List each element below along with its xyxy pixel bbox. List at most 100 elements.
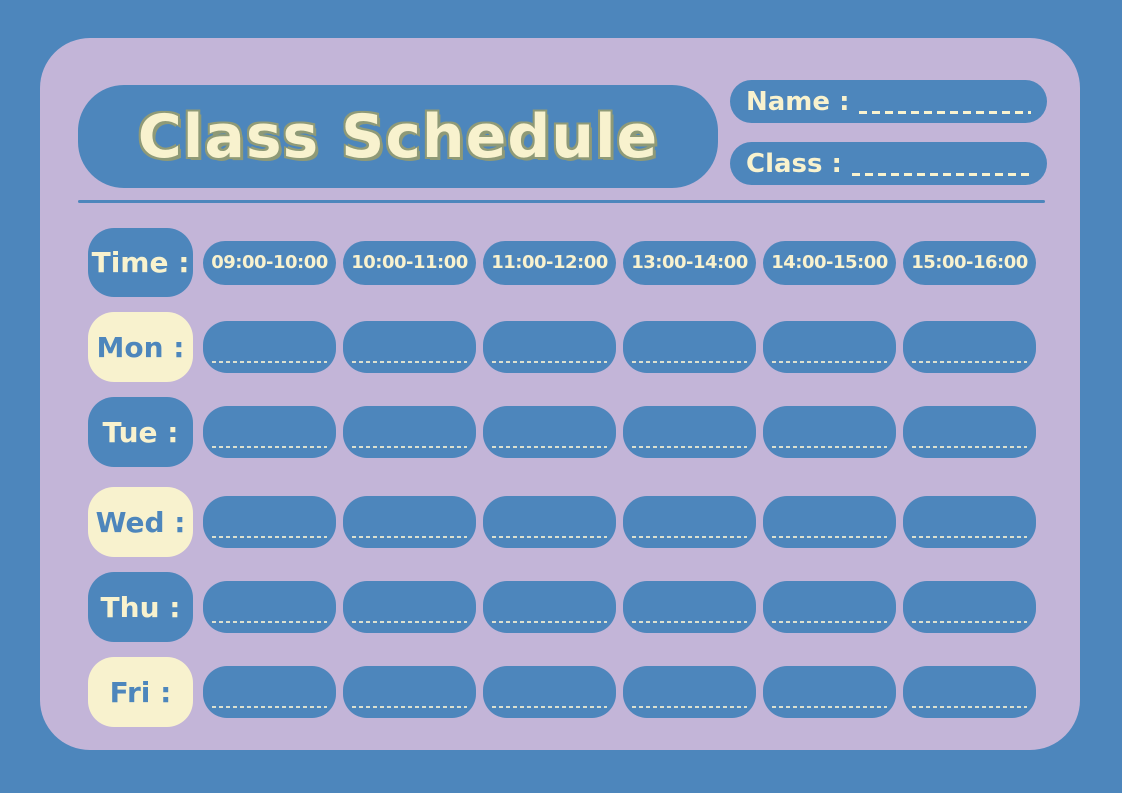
- day-label-thu: Thu :: [88, 572, 193, 642]
- day-row-fri: Fri :: [88, 657, 1036, 727]
- schedule-cell[interactable]: [483, 496, 616, 548]
- cell-write-line: [632, 446, 747, 448]
- schedule-cell[interactable]: [903, 406, 1036, 458]
- schedule-cell[interactable]: [903, 666, 1036, 718]
- cell-write-line: [352, 446, 467, 448]
- schedule-card: Class Schedule Name : Class : Time : 09:…: [40, 38, 1080, 750]
- cell-write-line: [772, 361, 887, 363]
- day-cells-fri: [203, 666, 1036, 718]
- schedule-cell[interactable]: [343, 666, 476, 718]
- schedule-cell[interactable]: [203, 666, 336, 718]
- time-slot-text: 09:00-10:00: [211, 252, 328, 273]
- time-slot-2: 11:00-12:00: [483, 240, 616, 285]
- page-title: Class Schedule: [137, 101, 659, 172]
- time-slot-1: 10:00-11:00: [343, 240, 476, 285]
- day-cells-tue: [203, 406, 1036, 458]
- class-label: Class :: [746, 148, 842, 179]
- schedule-cell[interactable]: [623, 496, 756, 548]
- day-label-text: Fri :: [109, 675, 172, 709]
- time-slot-text: 10:00-11:00: [351, 252, 468, 273]
- cell-write-line: [632, 621, 747, 623]
- time-slot-0: 09:00-10:00: [203, 240, 336, 285]
- name-field[interactable]: Name :: [730, 80, 1047, 123]
- cell-write-line: [492, 446, 607, 448]
- time-header-text: Time :: [91, 246, 190, 279]
- time-slot-4: 14:00-15:00: [763, 240, 896, 285]
- day-row-mon: Mon :: [88, 312, 1036, 382]
- schedule-cell[interactable]: [343, 496, 476, 548]
- time-slot-list: 09:00-10:00 10:00-11:00 11:00-12:00 13:0…: [203, 240, 1036, 285]
- cell-write-line: [212, 361, 327, 363]
- day-label-text: Thu :: [100, 590, 181, 624]
- cell-write-line: [212, 621, 327, 623]
- schedule-cell[interactable]: [483, 321, 616, 373]
- day-row-thu: Thu :: [88, 572, 1036, 642]
- schedule-cell[interactable]: [343, 581, 476, 633]
- time-slot-text: 15:00-16:00: [911, 252, 1028, 273]
- time-slot-text: 13:00-14:00: [631, 252, 748, 273]
- cell-write-line: [492, 361, 607, 363]
- name-label: Name :: [746, 86, 850, 117]
- cell-write-line: [772, 621, 887, 623]
- day-cells-thu: [203, 581, 1036, 633]
- cell-write-line: [772, 706, 887, 708]
- time-slot-text: 11:00-12:00: [491, 252, 608, 273]
- cell-write-line: [912, 446, 1027, 448]
- cell-write-line: [352, 706, 467, 708]
- cell-write-line: [772, 446, 887, 448]
- schedule-cell[interactable]: [763, 496, 896, 548]
- day-label-text: Wed :: [95, 505, 186, 539]
- day-label-text: Tue :: [102, 415, 179, 449]
- schedule-cell[interactable]: [763, 581, 896, 633]
- cell-write-line: [352, 536, 467, 538]
- schedule-cell[interactable]: [623, 321, 756, 373]
- cell-write-line: [492, 621, 607, 623]
- schedule-cell[interactable]: [763, 321, 896, 373]
- schedule-cell[interactable]: [203, 406, 336, 458]
- cell-write-line: [632, 361, 747, 363]
- time-slot-5: 15:00-16:00: [903, 240, 1036, 285]
- day-label-fri: Fri :: [88, 657, 193, 727]
- day-label-wed: Wed :: [88, 487, 193, 557]
- class-field[interactable]: Class :: [730, 142, 1047, 185]
- title-banner: Class Schedule: [78, 85, 718, 188]
- cell-write-line: [352, 621, 467, 623]
- schedule-cell[interactable]: [483, 406, 616, 458]
- schedule-cell[interactable]: [903, 581, 1036, 633]
- schedule-cell[interactable]: [203, 321, 336, 373]
- schedule-cell[interactable]: [903, 321, 1036, 373]
- cell-write-line: [492, 536, 607, 538]
- cell-write-line: [212, 536, 327, 538]
- time-slot-text: 14:00-15:00: [771, 252, 888, 273]
- time-row: Time : 09:00-10:00 10:00-11:00 11:00-12:…: [88, 228, 1036, 297]
- day-cells-mon: [203, 321, 1036, 373]
- schedule-cell[interactable]: [343, 406, 476, 458]
- day-row-wed: Wed :: [88, 487, 1036, 557]
- day-label-mon: Mon :: [88, 312, 193, 382]
- time-header-label: Time :: [88, 228, 193, 297]
- schedule-cell[interactable]: [483, 581, 616, 633]
- cell-write-line: [912, 706, 1027, 708]
- day-label-tue: Tue :: [88, 397, 193, 467]
- time-slot-3: 13:00-14:00: [623, 240, 756, 285]
- schedule-cell[interactable]: [903, 496, 1036, 548]
- schedule-cell[interactable]: [483, 666, 616, 718]
- cell-write-line: [912, 361, 1027, 363]
- cell-write-line: [632, 536, 747, 538]
- cell-write-line: [632, 706, 747, 708]
- class-blank-line: [851, 173, 1031, 176]
- schedule-cell[interactable]: [203, 581, 336, 633]
- cell-write-line: [772, 536, 887, 538]
- schedule-cell[interactable]: [343, 321, 476, 373]
- schedule-cell[interactable]: [763, 666, 896, 718]
- schedule-cell[interactable]: [623, 406, 756, 458]
- schedule-cell[interactable]: [203, 496, 336, 548]
- cell-write-line: [912, 621, 1027, 623]
- cell-write-line: [212, 446, 327, 448]
- cell-write-line: [352, 361, 467, 363]
- schedule-cell[interactable]: [623, 666, 756, 718]
- schedule-cell[interactable]: [623, 581, 756, 633]
- divider-line: [78, 200, 1045, 203]
- cell-write-line: [912, 536, 1027, 538]
- schedule-cell[interactable]: [763, 406, 896, 458]
